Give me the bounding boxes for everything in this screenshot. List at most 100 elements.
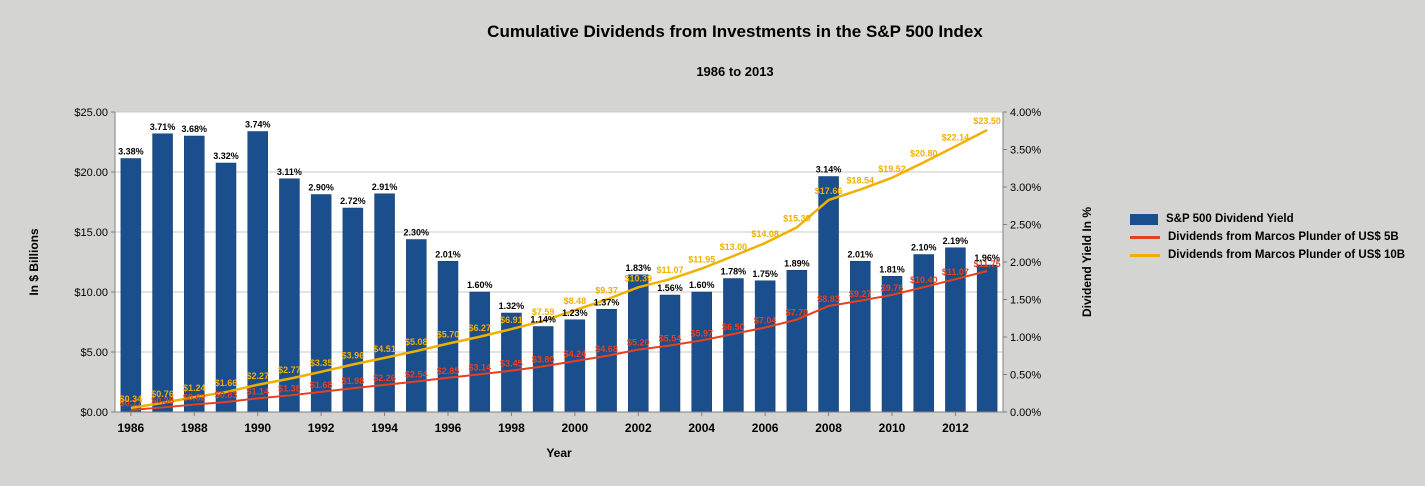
line-5b-label: $6.50 xyxy=(722,322,745,332)
right-axis-title: Dividend Yield In % xyxy=(1080,206,1094,318)
line-5b-label: $2.54 xyxy=(405,370,428,380)
bar-label: 3.11% xyxy=(277,167,302,177)
x-axis-tick-label: 2000 xyxy=(562,421,589,435)
x-axis-tick-label: 2012 xyxy=(942,421,969,435)
bar-1999 xyxy=(532,326,554,413)
bar-label: 1.23% xyxy=(562,308,588,318)
legend: S&P 500 Dividend Yield Dividends from Ma… xyxy=(1130,213,1405,267)
line-5b-label: $1.68 xyxy=(310,380,333,390)
bar-label: 3.74% xyxy=(245,120,271,130)
left-axis-tick-label: $5.00 xyxy=(80,347,108,359)
bar-label: 2.01% xyxy=(435,249,461,259)
x-axis-tick-label: 1998 xyxy=(498,421,525,435)
line-10b-label: $15.39 xyxy=(783,213,811,223)
line-5b-label: $3.80 xyxy=(532,354,555,364)
bar-1988 xyxy=(184,135,205,413)
line-5b-label: $8.83 xyxy=(817,294,840,304)
line-plunder-10b xyxy=(130,128,988,410)
bar-label: 1.14% xyxy=(530,315,556,325)
line-10b-label: $1.24 xyxy=(183,383,206,393)
right-axis-tick-label: 0.50% xyxy=(1010,370,1041,382)
bar-2007 xyxy=(786,270,808,413)
bar-2005 xyxy=(723,278,744,413)
bar-label: 1.60% xyxy=(689,280,715,290)
bar-2006 xyxy=(754,280,776,413)
bar-label: 1.32% xyxy=(499,301,525,311)
line-5b-label: $1.14 xyxy=(246,386,269,396)
x-axis-tick-label: 1988 xyxy=(181,421,208,435)
bar-label: 2.72% xyxy=(340,196,366,206)
bar-1986 xyxy=(120,158,142,413)
line-5b-label: $4.68 xyxy=(595,344,618,354)
line-5b-label: $2.26 xyxy=(373,373,396,383)
line-10b-label: $5.08 xyxy=(405,337,428,347)
x-axis-tick-label: 2006 xyxy=(752,421,779,435)
x-axis-tick-label: 1990 xyxy=(244,421,271,435)
line-10b-label: $10.39 xyxy=(625,273,653,283)
line-10b-label: $2.77 xyxy=(278,365,301,375)
right-axis-tick-label: 0.00% xyxy=(1010,407,1041,419)
x-axis-title: Year xyxy=(546,446,572,460)
bar-label: 3.14% xyxy=(816,165,842,175)
bar-2001 xyxy=(596,309,617,413)
bar-label: 1.89% xyxy=(784,258,810,268)
left-axis-tick-label: $0.00 xyxy=(80,407,108,419)
bar-label: 3.32% xyxy=(213,151,239,161)
line-5b-label: $10.40 xyxy=(910,275,938,285)
line-plunder-5b xyxy=(130,270,988,411)
bar-2009 xyxy=(850,261,871,413)
bar-label: 3.71% xyxy=(150,122,176,132)
line-10b-label: $5.70 xyxy=(437,330,460,340)
right-axis-tick-label: 1.00% xyxy=(1010,332,1041,344)
line-5b-label: $0.83 xyxy=(215,390,238,400)
bar-label: 2.30% xyxy=(404,228,430,238)
line-5b-label: $3.14 xyxy=(468,362,491,372)
left-axis-tick-label: $20.00 xyxy=(74,167,108,179)
legend-bar-swatch-icon xyxy=(1130,213,1158,225)
line-5b-label: $7.70 xyxy=(786,308,809,318)
line-10b-label: $22.14 xyxy=(942,132,970,142)
bar-label: 1.37% xyxy=(594,297,620,307)
right-axis-tick-label: 3.50% xyxy=(1010,145,1041,157)
line-10b-label: $14.08 xyxy=(751,229,779,239)
line-5b-label: $5.97 xyxy=(690,328,713,338)
line-5b-label: $1.38 xyxy=(278,383,301,393)
line-10b-label: $18.54 xyxy=(847,176,875,186)
line-5b-label: $3.45 xyxy=(500,359,523,369)
legend-item-plunder-5b: Dividends from Marcos Plunder of US$ 5B xyxy=(1130,231,1405,243)
right-axis-tick-label: 1.50% xyxy=(1010,295,1041,307)
line-5b-label: $0.62 xyxy=(183,393,206,403)
line-5b-label: $0.38 xyxy=(151,395,174,405)
x-axis-tick-label: 2004 xyxy=(688,421,715,435)
line-10b-label: $13.00 xyxy=(720,242,748,252)
line-5b-label: $5.20 xyxy=(627,338,650,348)
line-10b-label: $7.59 xyxy=(532,307,555,317)
line-10b-label: $2.27 xyxy=(246,371,269,381)
line-10b-label: $3.35 xyxy=(310,358,333,368)
bar-label: 2.91% xyxy=(372,182,398,192)
line-10b-label: $17.66 xyxy=(815,186,843,196)
line-5b-label: $0.17 xyxy=(120,398,143,408)
bar-label: 1.83% xyxy=(626,263,652,273)
legend-item-plunder-10b: Dividends from Marcos Plunder of US$ 10B xyxy=(1130,249,1405,261)
bar-label: 1.56% xyxy=(657,283,683,293)
line-10b-label: $0.76 xyxy=(151,389,174,399)
bar-label: 1.96% xyxy=(974,253,1000,263)
line-10b-label: $6.27 xyxy=(468,323,491,333)
line-10b-label: $19.52 xyxy=(878,164,906,174)
line-5b-label: $4.24 xyxy=(564,349,587,359)
line-5b-label: $1.98 xyxy=(342,376,365,386)
bar-2000 xyxy=(564,319,586,413)
bar-label: 3.38% xyxy=(118,147,144,157)
bar-label: 2.01% xyxy=(848,249,874,259)
bar-2013 xyxy=(976,264,998,413)
line-10b-label: $8.48 xyxy=(564,296,587,306)
bar-label: 2.10% xyxy=(911,243,937,253)
legend-label: Dividends from Marcos Plunder of US$ 5B xyxy=(1168,231,1399,243)
x-axis-tick-label: 1996 xyxy=(435,421,462,435)
x-axis-tick-label: 2002 xyxy=(625,421,652,435)
line-10b-label: $9.37 xyxy=(595,286,618,296)
x-axis-tick-label: 2008 xyxy=(815,421,842,435)
